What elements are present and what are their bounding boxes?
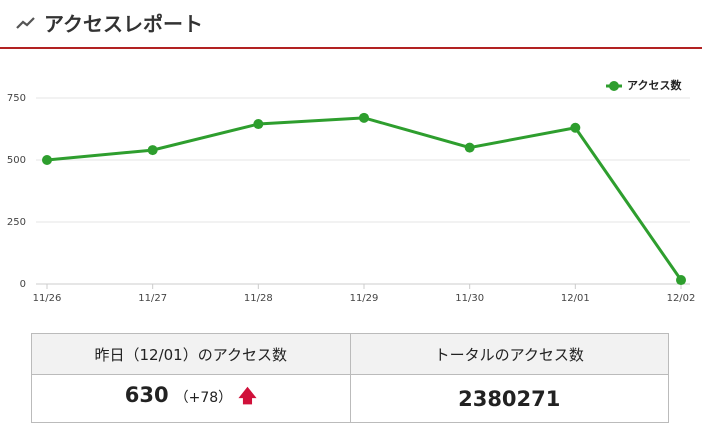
series-line: [46, 116, 683, 281]
header-cell: 昨日（12/01）のアクセス数: [31, 333, 351, 375]
value: 2380271: [458, 386, 561, 411]
change: （+78）: [174, 390, 233, 406]
point: [253, 119, 264, 130]
point: [570, 122, 581, 133]
y-tick-label: 0: [20, 279, 26, 290]
point: [359, 112, 369, 123]
y-tick-label: 750: [7, 93, 26, 104]
x-tick-label: 11/28: [244, 293, 273, 304]
value-cell: 630 （+78） 🡅: [31, 374, 351, 423]
legend-marker: [609, 81, 619, 91]
value: 630: [124, 383, 169, 407]
chart: 0 250 500 750 11/26 11/27 11/28 11/29 11/30 12/01…: [7, 78, 696, 304]
x-tick-label: 12/02: [667, 293, 696, 304]
header-cell: トータルのアクセス数: [349, 333, 669, 375]
x-tick-label: 12/01: [561, 293, 590, 304]
legend-label: アクセス数: [627, 78, 682, 92]
value-cell: 2380271: [349, 374, 669, 423]
title: アクセスレポート: [44, 12, 203, 36]
y-tick-label: 500: [7, 155, 26, 166]
x-tick-label: 11/26: [33, 293, 62, 304]
point: [42, 155, 52, 165]
header: アクセスレポート: [0, 0, 702, 49]
trend-icon: [16, 17, 35, 29]
point: [147, 145, 158, 156]
x-tick-label: 11/29: [350, 293, 379, 304]
point: [464, 142, 475, 153]
y-tick-label: 250: [7, 217, 26, 228]
x-tick-label: 11/30: [455, 293, 484, 304]
summary-table: 昨日（12/01）のアクセス数 トータルのアクセス数 630 （+78） 🡅 238…: [31, 333, 669, 423]
up-arrow: 🡅: [238, 386, 257, 407]
x-tick-label: 11/27: [138, 293, 167, 304]
point: [676, 275, 686, 286]
